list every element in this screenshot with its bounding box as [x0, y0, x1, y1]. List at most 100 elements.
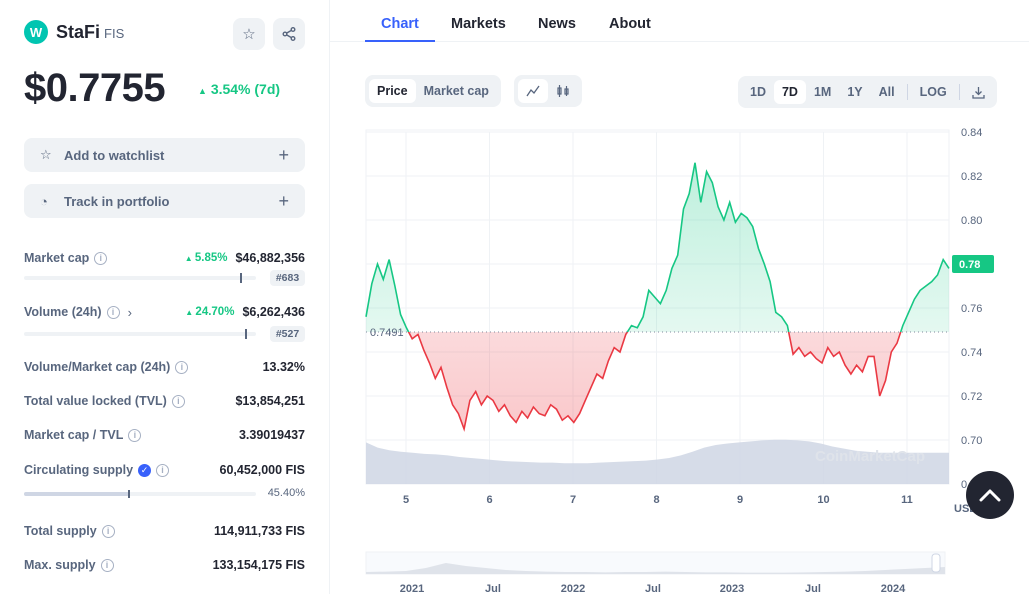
info-icon[interactable]: i: [94, 251, 108, 265]
circulating-supply-percent: 45.40%: [267, 487, 305, 499]
star-button[interactable]: ☆: [233, 18, 265, 50]
verified-icon: ✓: [138, 463, 152, 477]
active-tab-indicator: [365, 40, 435, 42]
download-button[interactable]: [964, 80, 993, 104]
y-tick-label: 0.76: [961, 303, 982, 315]
plus-icon: +: [278, 144, 289, 165]
x-tick-label: 11: [901, 494, 913, 506]
price-chart[interactable]: CoinMarketCap 0.7491 0.84 0.82 0.80 0.78 0.7…: [330, 125, 1029, 594]
stat-total-supply: Total supply i 114,911,733 FIS: [24, 524, 305, 538]
price-change: ▲ 3.54% (7d): [198, 81, 281, 97]
info-icon[interactable]: i: [100, 558, 114, 572]
navigator-tick-label: Jul: [805, 583, 821, 594]
stat-volume: Volume (24h) i › ▲ 24.70% $6,262,436: [24, 304, 305, 320]
info-icon[interactable]: i: [156, 463, 170, 477]
y-axis: 0.840.820.800.780.760.740.720.700.68: [961, 127, 982, 491]
caret-up-icon: ▲: [198, 86, 207, 96]
x-tick-label: 8: [653, 494, 659, 506]
time-range-toggle: 1D 7D 1M 1Y All LOG: [738, 76, 997, 108]
time-navigator[interactable]: 2021 Jul 2022 Jul 2023 Jul 2024: [365, 551, 946, 594]
price-line-down: [407, 331, 902, 432]
range-7d[interactable]: 7D: [773, 80, 806, 104]
candlestick-option[interactable]: [548, 79, 578, 103]
x-tick-label: 6: [486, 494, 492, 506]
y-tick-label: 0.70: [961, 435, 982, 447]
tab-news[interactable]: News: [538, 16, 576, 32]
chart-type-toggle: Price Market cap: [365, 75, 501, 107]
x-tick-label: 10: [817, 494, 829, 506]
stat-tvl: Total value locked (TVL) i $13,854,251: [24, 394, 305, 408]
stat-market-cap-tvl: Market cap / TVL i 3.39019437: [24, 428, 305, 442]
baseline-label: 0.7491: [370, 327, 404, 339]
market-cap-rank-bar: [24, 273, 256, 283]
line-chart-option[interactable]: [518, 79, 548, 103]
coin-logo: W: [24, 20, 48, 44]
navigator-tick-label: 2023: [720, 583, 744, 594]
stat-max-supply: Max. supply i 133,154,175 FIS: [24, 558, 305, 572]
range-all[interactable]: All: [878, 85, 895, 99]
info-icon[interactable]: i: [101, 524, 115, 538]
volume-rank: #527: [270, 326, 305, 342]
current-price-tag: 0.78: [952, 255, 994, 273]
tab-about[interactable]: About: [609, 16, 651, 32]
y-tick-label: 0.72: [961, 391, 982, 403]
share-button[interactable]: [273, 18, 305, 50]
range-1m[interactable]: 1M: [813, 85, 832, 99]
info-icon[interactable]: i: [175, 360, 189, 374]
chevron-up-icon: [979, 489, 1001, 502]
tab-markets[interactable]: Markets: [451, 16, 506, 32]
market-cap-rank: #683: [270, 270, 305, 286]
area-below-baseline: [366, 331, 949, 429]
stat-volume-market-cap: Volume/Market cap (24h) i 13.32%: [24, 360, 305, 374]
navigator-handle: [931, 553, 941, 573]
star-icon: ☆: [242, 26, 256, 43]
line-chart-icon: [526, 85, 540, 97]
navigator-tick-label: Jul: [485, 583, 501, 594]
price-option[interactable]: Price: [369, 79, 416, 103]
y-tick-label: 0.80: [961, 215, 982, 227]
volume-rank-bar: [24, 329, 256, 339]
navigator-sparkline: [366, 563, 945, 574]
stat-market-cap: Market cap i ▲ 5.85% $46,882,356: [24, 251, 305, 265]
rank-marker: [240, 273, 242, 283]
circulating-supply-bar: [24, 490, 256, 498]
log-scale-toggle[interactable]: LOG: [919, 85, 947, 99]
chevron-right-icon[interactable]: ›: [127, 304, 132, 320]
navigator-tick-label: 2021: [400, 583, 424, 594]
tab-chart[interactable]: Chart: [381, 16, 419, 32]
coin-name: StaFi: [56, 21, 101, 42]
rank-marker: [245, 329, 247, 339]
chart-style-toggle: [514, 75, 582, 107]
coin-tabs: Chart Markets News About: [330, 0, 1029, 42]
add-watchlist-button[interactable]: ☆ Add to watchlist +: [24, 138, 305, 172]
x-axis: 5 6 7 8 9 10 11: [403, 494, 913, 506]
scroll-to-top-button[interactable]: [966, 471, 1014, 519]
watermark: CoinMarketCap: [815, 448, 925, 465]
coin-symbol: FIS: [104, 26, 125, 41]
plus-icon: +: [278, 190, 289, 211]
navigator-tick-label: 2024: [881, 583, 906, 594]
supply-marker: [128, 490, 131, 498]
volume-area: [366, 439, 949, 484]
coin-info-panel: W StaFi FIS ☆ $0.7755 ▲ 3.54% (7d) ☆ Add…: [0, 0, 330, 594]
market-cap-option[interactable]: Market cap: [423, 84, 489, 98]
range-1d[interactable]: 1D: [750, 85, 766, 99]
supply-fill: [24, 492, 130, 496]
track-portfolio-button[interactable]: ◔ Track in portfolio +: [24, 184, 305, 218]
x-tick-label: 5: [403, 494, 409, 506]
market-cap-change: ▲ 5.85%: [184, 252, 228, 264]
navigator-tick-label: 2022: [561, 583, 585, 594]
svg-text:0.78: 0.78: [959, 259, 980, 271]
range-1y[interactable]: 1Y: [847, 85, 863, 99]
star-icon: ☆: [40, 147, 52, 162]
x-tick-label: 7: [570, 494, 576, 506]
coin-header: W StaFi FIS: [24, 20, 124, 44]
info-icon[interactable]: i: [128, 428, 142, 442]
info-icon[interactable]: i: [106, 305, 120, 319]
share-icon: [282, 27, 296, 41]
stat-circulating-supply: Circulating supply ✓ i 60,452,000 FIS: [24, 463, 305, 477]
pie-chart-icon: ◔: [40, 193, 48, 209]
y-tick-label: 0.84: [961, 127, 982, 139]
info-icon[interactable]: i: [171, 394, 185, 408]
candlestick-icon: [557, 85, 569, 97]
